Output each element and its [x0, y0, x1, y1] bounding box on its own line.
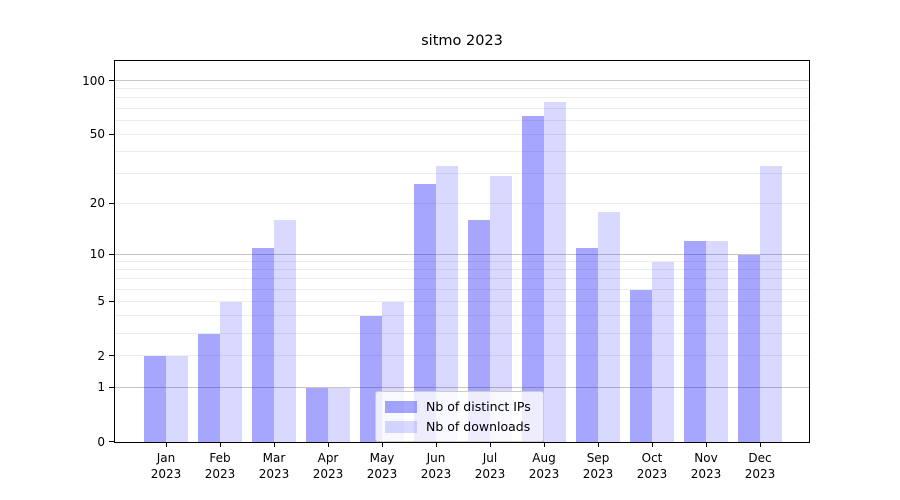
x-tick-label: Oct 2023: [636, 451, 668, 481]
y-tick-label: 2: [97, 348, 105, 363]
bar-oct-distinct-ips: [630, 289, 652, 442]
x-tick-mark: [652, 442, 654, 447]
bar-apr-downloads: [328, 387, 350, 442]
legend-swatch-distinct-ips: [385, 400, 417, 413]
bar-jul-distinct-ips: [468, 220, 490, 442]
grid-line-major: [115, 386, 809, 388]
grid-line-minor: [115, 260, 809, 262]
bar-sep-downloads: [598, 211, 620, 442]
grid-line-minor: [115, 315, 809, 317]
legend-label-distinct-ips: Nb of distinct IPs: [426, 399, 531, 414]
grid-line-minor: [115, 355, 809, 357]
y-tick-mark: [108, 80, 114, 82]
bar-sep-distinct-ips: [576, 247, 598, 442]
grid-line-minor: [115, 107, 809, 109]
y-tick-mark: [108, 133, 114, 135]
grid-line-major: [115, 253, 809, 255]
x-tick-label: Sep 2023: [582, 451, 614, 481]
bar-jun-distinct-ips: [414, 184, 436, 442]
bar-feb-downloads: [220, 301, 242, 442]
x-tick-label: Apr 2023: [312, 451, 344, 481]
x-tick-mark: [490, 442, 492, 447]
y-tick-mark: [108, 202, 114, 205]
bar-jul-downloads: [490, 176, 512, 442]
bar-aug-distinct-ips: [522, 115, 544, 442]
bar-nov-distinct-ips: [684, 241, 706, 442]
grid-line-major: [115, 80, 809, 82]
x-tick-mark: [760, 442, 762, 447]
bar-aug-downloads: [544, 102, 566, 442]
y-tick-label: 100: [82, 73, 105, 88]
y-tick-label: 5: [97, 294, 105, 309]
x-tick-label: Jun 2023: [420, 451, 452, 481]
x-tick-label: Jan 2023: [150, 451, 182, 481]
x-tick-mark: [436, 442, 438, 447]
y-tick-label: 0: [97, 434, 105, 449]
bar-apr-distinct-ips: [306, 387, 328, 442]
y-tick-label: 1: [97, 380, 105, 395]
grid-line-minor: [115, 133, 809, 135]
legend: Nb of distinct IPs Nb of downloads: [375, 391, 544, 442]
x-tick-mark: [274, 442, 276, 447]
y-tick-mark: [108, 441, 114, 443]
grid-line-minor: [115, 269, 809, 271]
y-tick-mark: [108, 386, 114, 389]
bar-jun-downloads: [436, 166, 458, 442]
chart-title: sitmo 2023: [421, 33, 503, 49]
bar-oct-downloads: [652, 261, 674, 442]
grid-line-minor: [115, 202, 809, 204]
x-tick-mark: [598, 442, 600, 447]
x-tick-label: Mar 2023: [258, 451, 290, 481]
x-tick-label: Aug 2023: [528, 451, 560, 481]
legend-item-distinct-ips: Nb of distinct IPs: [385, 399, 531, 414]
x-tick-label: May 2023: [366, 451, 398, 481]
y-tick-label: 10: [89, 247, 105, 261]
bar-nov-downloads: [706, 241, 728, 442]
x-tick-mark: [328, 442, 330, 447]
bar-jan-downloads: [166, 356, 188, 442]
x-tick-mark: [382, 442, 384, 447]
y-tick-mark: [108, 355, 114, 357]
x-tick-mark: [166, 442, 168, 447]
bar-jan-distinct-ips: [144, 356, 166, 442]
grid-line-minor: [115, 300, 809, 302]
x-tick-label: Jul 2023: [474, 451, 506, 481]
y-tick-mark: [108, 300, 114, 303]
grid-line-minor: [115, 88, 809, 90]
grid-line-minor: [115, 150, 809, 152]
legend-item-downloads: Nb of downloads: [385, 419, 531, 434]
x-tick-mark: [706, 442, 708, 447]
x-tick-label: Dec 2023: [744, 451, 776, 481]
grid-line-minor: [115, 172, 809, 174]
legend-swatch-downloads: [385, 420, 417, 433]
bar-feb-distinct-ips: [198, 333, 220, 442]
x-tick-mark: [220, 442, 222, 447]
x-tick-mark: [544, 442, 546, 447]
y-tick-label: 20: [89, 196, 105, 211]
bar-dec-downloads: [760, 166, 782, 442]
grid-line-minor: [115, 278, 809, 280]
grid-line-minor: [115, 288, 809, 290]
y-tick-label: 50: [89, 127, 105, 142]
x-tick-label: Feb 2023: [204, 451, 236, 481]
y-tick-mark: [108, 253, 114, 255]
x-tick-label: Nov 2023: [690, 451, 722, 481]
grid-line-minor: [115, 97, 809, 99]
grid-line-minor: [115, 332, 809, 334]
bar-dec-distinct-ips: [738, 254, 760, 442]
plot-area: Jan 2023 Feb 2023 Mar 2023 Apr 2023 May 2023…: [82, 60, 810, 481]
bar-mar-downloads: [274, 220, 296, 442]
legend-label-downloads: Nb of downloads: [426, 419, 531, 434]
bar-mar-distinct-ips: [252, 247, 274, 442]
grid-line-minor: [115, 119, 809, 121]
